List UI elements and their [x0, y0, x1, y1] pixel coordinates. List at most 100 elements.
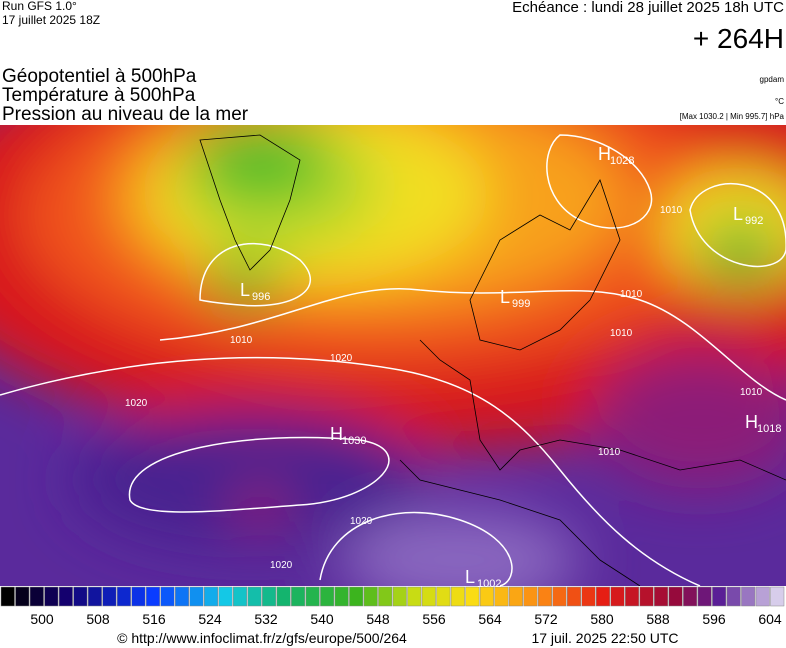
lead-time: + 264H [693, 23, 784, 54]
isobar-label: 1010 [660, 205, 683, 216]
colorbar-label: 596 [702, 611, 726, 627]
pressure-symbol: H [598, 144, 611, 164]
colorbar-swatch [305, 586, 320, 607]
colorbar-swatch [436, 586, 451, 607]
unit: °C [775, 97, 784, 106]
colorbar-swatch [131, 586, 146, 607]
colorbar-swatch [625, 586, 640, 607]
colorbar-swatch [334, 586, 349, 607]
colorbar-swatch [233, 586, 248, 607]
colorbar-swatch [320, 586, 335, 607]
source-url: © http://www.infoclimat.fr/z/gfs/europe/… [117, 630, 407, 646]
colorbar-swatch [44, 586, 59, 607]
pressure-value: 992 [745, 215, 763, 227]
isobar-label: 1010 [610, 328, 633, 339]
run: Run GFS 1.0° [2, 0, 77, 13]
colorbar-swatch [145, 586, 160, 607]
pressure-symbol: L [733, 204, 743, 224]
colorbar-swatch [349, 586, 364, 607]
colorbar-swatch [726, 586, 741, 607]
colorbar-swatch [262, 586, 277, 607]
colorbar-label: 500 [30, 611, 54, 627]
pressure-symbol: L [465, 567, 475, 587]
colorbar-label: 524 [198, 611, 222, 627]
isobar-label: 1010 [620, 289, 643, 300]
title: Géopotentiel à 500hPa [2, 66, 197, 87]
isobar-label: 1010 [598, 447, 621, 458]
colorbar-swatch [116, 586, 131, 607]
colorbar-swatch [276, 586, 291, 607]
colorbar-label: 532 [254, 611, 278, 627]
colorbar-swatch [204, 586, 219, 607]
pressure-value: 999 [512, 298, 530, 310]
pressure-symbol: H [745, 412, 758, 432]
colorbar-swatch [0, 586, 15, 607]
isobar-label: 1010 [740, 387, 763, 398]
colorbar-label: 540 [310, 611, 334, 627]
colorbar-swatch [596, 586, 611, 607]
colorbar-swatch [712, 586, 727, 607]
colorbar-label: 604 [758, 611, 782, 627]
colorbar-swatch [610, 586, 625, 607]
colorbar-swatch [174, 586, 189, 607]
isobar-label: 1020 [330, 353, 353, 364]
isobar-label: 1010 [230, 335, 253, 346]
colorbar-swatch [741, 586, 756, 607]
colorbar-swatch [755, 586, 770, 607]
run-date: 17 juillet 2025 18Z [2, 13, 100, 27]
pressure-symbol: H [330, 424, 343, 444]
colorbar-swatch [247, 586, 262, 607]
colorbar-label: 556 [422, 611, 446, 627]
pressure-value: 1028 [610, 155, 634, 167]
pressure-symbol: L [500, 287, 510, 307]
colorbar-swatch [73, 586, 88, 607]
pressure-value: 1030 [342, 435, 366, 447]
colorbar-swatch [668, 586, 683, 607]
colorbar-label: 572 [534, 611, 558, 627]
colorbar-label: 516 [142, 611, 166, 627]
colorbar-swatch [15, 586, 30, 607]
colorbar-swatch [566, 586, 581, 607]
colorbar-swatch [407, 586, 422, 607]
colorbar-label: 548 [366, 611, 390, 627]
colorbar-swatch [363, 586, 378, 607]
colorbar-swatch [683, 586, 698, 607]
colorbar-swatch [654, 586, 669, 607]
colorbar-swatch [291, 586, 306, 607]
pressure-value: 1002 [477, 578, 501, 590]
colorbar-swatch [160, 586, 175, 607]
pressure-value: 996 [252, 291, 270, 303]
colorbar-label: 588 [646, 611, 670, 627]
forecast-time: Echéance : lundi 28 juillet 2025 18h UTC [512, 0, 784, 16]
colorbar-label: 508 [86, 611, 110, 627]
colorbar-swatch [552, 586, 567, 607]
colorbar-swatch [87, 586, 102, 607]
colorbar-swatch [581, 586, 596, 607]
isobar-label: 1020 [125, 398, 148, 409]
colorbar-swatch [378, 586, 393, 607]
unit: gpdam [760, 75, 785, 84]
colorbar-label: 580 [590, 611, 614, 627]
colorbar-swatch [523, 586, 538, 607]
colorbar-swatch [29, 586, 44, 607]
generated: 17 juil. 2025 22:50 UTC [531, 630, 678, 646]
colorbar-swatch [465, 586, 480, 607]
colorbar-swatch [508, 586, 523, 607]
map [0, 125, 786, 586]
colorbar-swatch [58, 586, 73, 607]
isobar-label: 1020 [270, 560, 293, 571]
colorbar-swatch [479, 586, 494, 607]
colorbar-swatch [770, 586, 785, 607]
title: Température à 500hPa [2, 85, 196, 106]
colorbar-swatch [450, 586, 465, 607]
isobar-label: 1020 [350, 516, 373, 527]
colorbar-swatch [102, 586, 117, 607]
colorbar-swatch [218, 586, 233, 607]
title: Pression au niveau de la mer [2, 104, 249, 125]
colorbar-swatch [421, 586, 436, 607]
colorbar-label: 564 [478, 611, 502, 627]
colorbar-swatch [697, 586, 712, 607]
colorbar-swatch [639, 586, 654, 607]
colorbar [0, 586, 785, 607]
